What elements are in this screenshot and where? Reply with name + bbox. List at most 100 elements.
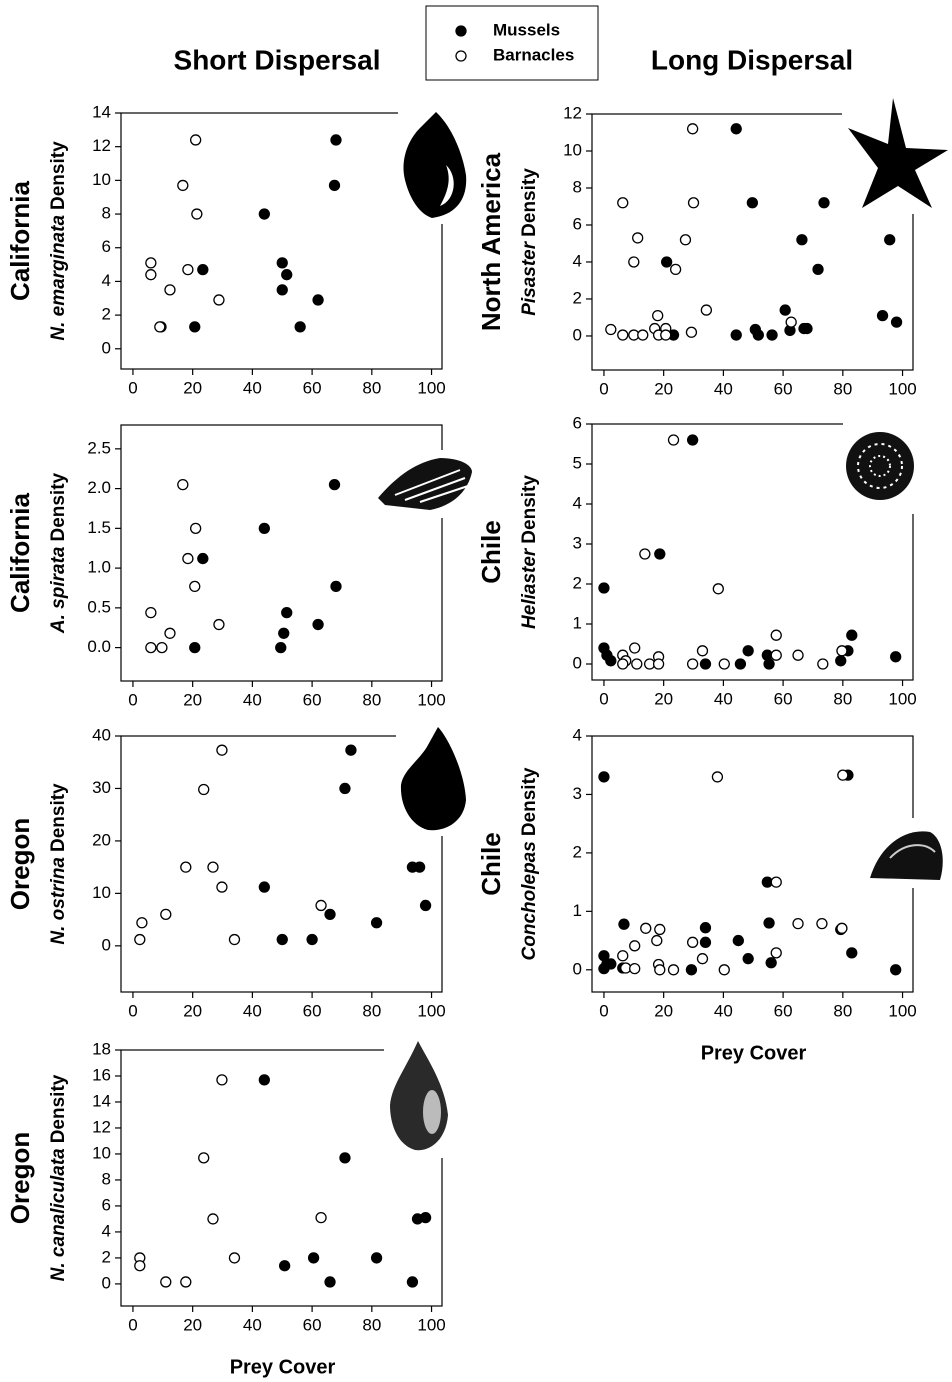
- scatter-point: [191, 208, 203, 220]
- x-tick-label: 20: [183, 690, 202, 709]
- scatter-point: [339, 782, 351, 795]
- scatter-point: [145, 257, 157, 269]
- scatter-point: [686, 123, 699, 135]
- scatter-point: [339, 1152, 351, 1164]
- scatter-point: [406, 1276, 419, 1288]
- x-tick-label: 20: [654, 689, 673, 708]
- y-tick-label: 4: [102, 1221, 111, 1240]
- x-tick-label: 60: [774, 379, 793, 398]
- scatter-point: [617, 950, 629, 962]
- illustration: [384, 1036, 454, 1158]
- scatter-point: [134, 933, 146, 946]
- scatter-point: [177, 478, 189, 491]
- y-tick-label: 4: [573, 493, 582, 512]
- scatter-point: [605, 655, 617, 667]
- scatter-point: [779, 304, 791, 316]
- y-axis-region: Chile: [476, 832, 506, 896]
- y-axis-label: Heliaster Density: [519, 475, 540, 629]
- x-tick-label: 0: [599, 379, 608, 398]
- scatter-point: [228, 1252, 241, 1264]
- scatter-point: [617, 329, 629, 341]
- y-tick-label: 10: [92, 883, 111, 902]
- scatter-point: [876, 309, 889, 322]
- scatter-point: [654, 923, 666, 936]
- y-tick-label: 2: [573, 288, 582, 307]
- scatter-point: [816, 917, 828, 930]
- scatter-point: [198, 783, 210, 796]
- y-tick-label: 3: [573, 784, 582, 803]
- scatter-point: [730, 329, 742, 341]
- scatter-point: [182, 263, 194, 276]
- scatter-point: [324, 1276, 336, 1288]
- scatter-point: [182, 552, 194, 565]
- scatter-point: [154, 321, 166, 333]
- y-axis-unit: Density: [519, 168, 540, 237]
- scatter-point: [216, 744, 228, 756]
- scatter-point: [651, 934, 663, 947]
- y-axis-unit: Density: [519, 767, 540, 836]
- scatter-point: [699, 922, 712, 934]
- scatter-point: [177, 179, 189, 192]
- scatter-point: [700, 304, 713, 316]
- scatter-point: [763, 917, 775, 929]
- scatter-point: [213, 294, 225, 306]
- y-tick-label: 30: [92, 778, 111, 797]
- scatter-point: [766, 329, 778, 341]
- scatter-point: [628, 256, 640, 268]
- x-tick-label: 40: [714, 689, 733, 708]
- y-tick-label: 4: [573, 251, 582, 270]
- x-tick-label: 0: [599, 1001, 608, 1020]
- scatter-point: [654, 548, 666, 560]
- plot-frame: [591, 423, 914, 681]
- y-tick-label: 0: [573, 959, 582, 978]
- scatter-point: [294, 321, 306, 333]
- scatter-point: [686, 658, 699, 670]
- x-tick-label: 40: [243, 690, 262, 709]
- scatter-point: [770, 629, 782, 641]
- species-name: N. emarginata: [48, 215, 69, 341]
- y-tick-label: 0: [102, 935, 111, 954]
- scatter-point: [207, 1213, 219, 1225]
- x-tick-label: 80: [833, 1001, 852, 1020]
- plot-frame: [120, 424, 443, 682]
- panel: 0.0 0.5 1.0 1.5 2.0 2.5 0 20 40 60 80 100 California…: [5, 424, 446, 709]
- x-tick-label: 20: [183, 1315, 202, 1334]
- scatter-point: [145, 641, 157, 654]
- x-tick-label: 60: [303, 690, 322, 709]
- scatter-point: [654, 964, 666, 976]
- scatter-point: [598, 582, 610, 594]
- scatter-point: [189, 641, 201, 654]
- x-tick-label: 80: [833, 379, 852, 398]
- scatter-point: [667, 964, 680, 976]
- scatter-point: [618, 918, 630, 930]
- legend-marker: [455, 50, 467, 62]
- y-axis-unit: Density: [48, 783, 69, 852]
- x-tick-label: 100: [888, 379, 916, 398]
- scatter-point: [699, 658, 712, 670]
- scatter-point: [330, 580, 342, 593]
- x-tick-label: 100: [888, 689, 916, 708]
- scatter-point: [652, 658, 665, 670]
- y-tick-label: 8: [573, 177, 582, 196]
- scatter-point: [258, 522, 270, 535]
- panel: 0 2 4 6 8 10 12 14 16 18 0 20 40 60 80 100 Oregon N. cana…: [5, 1039, 446, 1378]
- scatter-point: [306, 933, 318, 946]
- scatter-point: [818, 197, 830, 209]
- scatter-point: [660, 329, 672, 341]
- x-tick-label: 100: [417, 1001, 445, 1020]
- scatter-point: [605, 323, 617, 336]
- scatter-point: [370, 917, 383, 929]
- y-axis-unit: Density: [48, 472, 69, 541]
- scatter-point: [699, 936, 712, 948]
- x-tick-label: 40: [243, 1001, 262, 1020]
- scatter-point: [730, 123, 742, 135]
- x-tick-label: 80: [362, 1001, 381, 1020]
- scatter-point: [156, 641, 168, 654]
- y-axis-region: Chile: [476, 520, 506, 584]
- scatter-point: [718, 964, 730, 976]
- x-tick-label: 40: [243, 1315, 262, 1334]
- y-tick-label: 16: [92, 1065, 111, 1084]
- scatter-point: [197, 263, 209, 276]
- x-tick-label: 60: [303, 1315, 322, 1334]
- y-tick-label: 8: [102, 1169, 111, 1188]
